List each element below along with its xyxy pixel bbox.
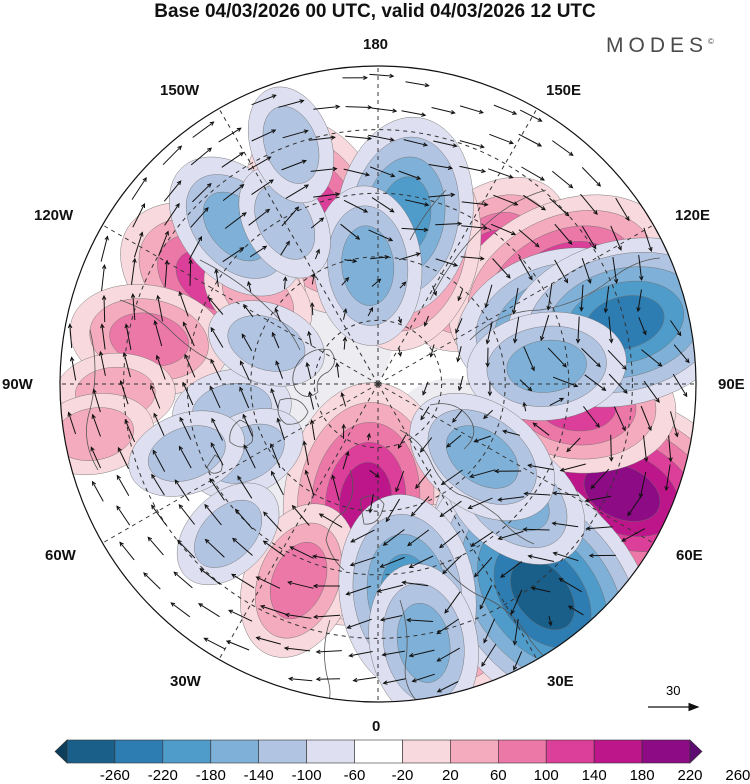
colorbar-tick-label: 140 (582, 767, 607, 784)
label-30e: 30E (547, 673, 574, 690)
colorbar-tick-label: -60 (344, 767, 366, 784)
colorbar-bin (642, 740, 690, 763)
colorbar-tick-label: -100 (292, 767, 322, 784)
label-30w: 30W (170, 673, 201, 690)
colorbar (55, 740, 702, 763)
colorbar-tick-label: 60 (490, 767, 507, 784)
wind-vector (317, 679, 340, 680)
colorbar-bin (163, 740, 211, 763)
colorbar-bin (115, 740, 163, 763)
label-60w: 60W (45, 547, 76, 564)
reference-vector-label: 30 (666, 683, 680, 698)
label-0: 0 (372, 718, 380, 735)
label-120e: 120E (675, 207, 710, 224)
colorbar-low-extend (55, 740, 67, 763)
colorbar-bin (450, 740, 498, 763)
colorbar-bin (546, 740, 594, 763)
label-60e: 60E (676, 547, 703, 564)
colorbar-bin (211, 740, 259, 763)
colorbar-bin (498, 740, 546, 763)
label-120w: 120W (34, 207, 73, 224)
label-180: 180 (363, 36, 388, 53)
wind-vector (190, 260, 191, 286)
colorbar-tick-label: 100 (534, 767, 559, 784)
colorbar-bin (67, 740, 115, 763)
colorbar-bin (259, 740, 307, 763)
reference-vector (648, 704, 698, 711)
colorbar-tick-label: -180 (196, 767, 226, 784)
label-90w: 90W (2, 376, 33, 393)
reference-arrow-head (689, 704, 698, 711)
colorbar-tick-label: -220 (148, 767, 178, 784)
wind-vector (104, 296, 105, 322)
colorbar-tick-label: -140 (244, 767, 274, 784)
label-150w: 150W (160, 82, 199, 99)
colorbar-tick-label: -20 (392, 767, 414, 784)
label-150e: 150E (546, 82, 581, 99)
colorbar-bin (307, 740, 355, 763)
wind-vector (611, 435, 612, 461)
colorbar-high-extend (690, 740, 702, 763)
colorbar-bin (403, 740, 451, 763)
wind-vector (524, 529, 550, 530)
colorbar-tick-label: -260 (100, 767, 130, 784)
colorbar-tick-label: 260 (725, 767, 750, 784)
colorbar-tick-label: 220 (677, 767, 702, 784)
label-90e: 90E (718, 376, 745, 393)
colorbar-bin (594, 740, 642, 763)
colorbar-tick-label: 180 (630, 767, 655, 784)
colorbar-tick-label: 20 (442, 767, 459, 784)
colorbar-bin (355, 740, 403, 763)
